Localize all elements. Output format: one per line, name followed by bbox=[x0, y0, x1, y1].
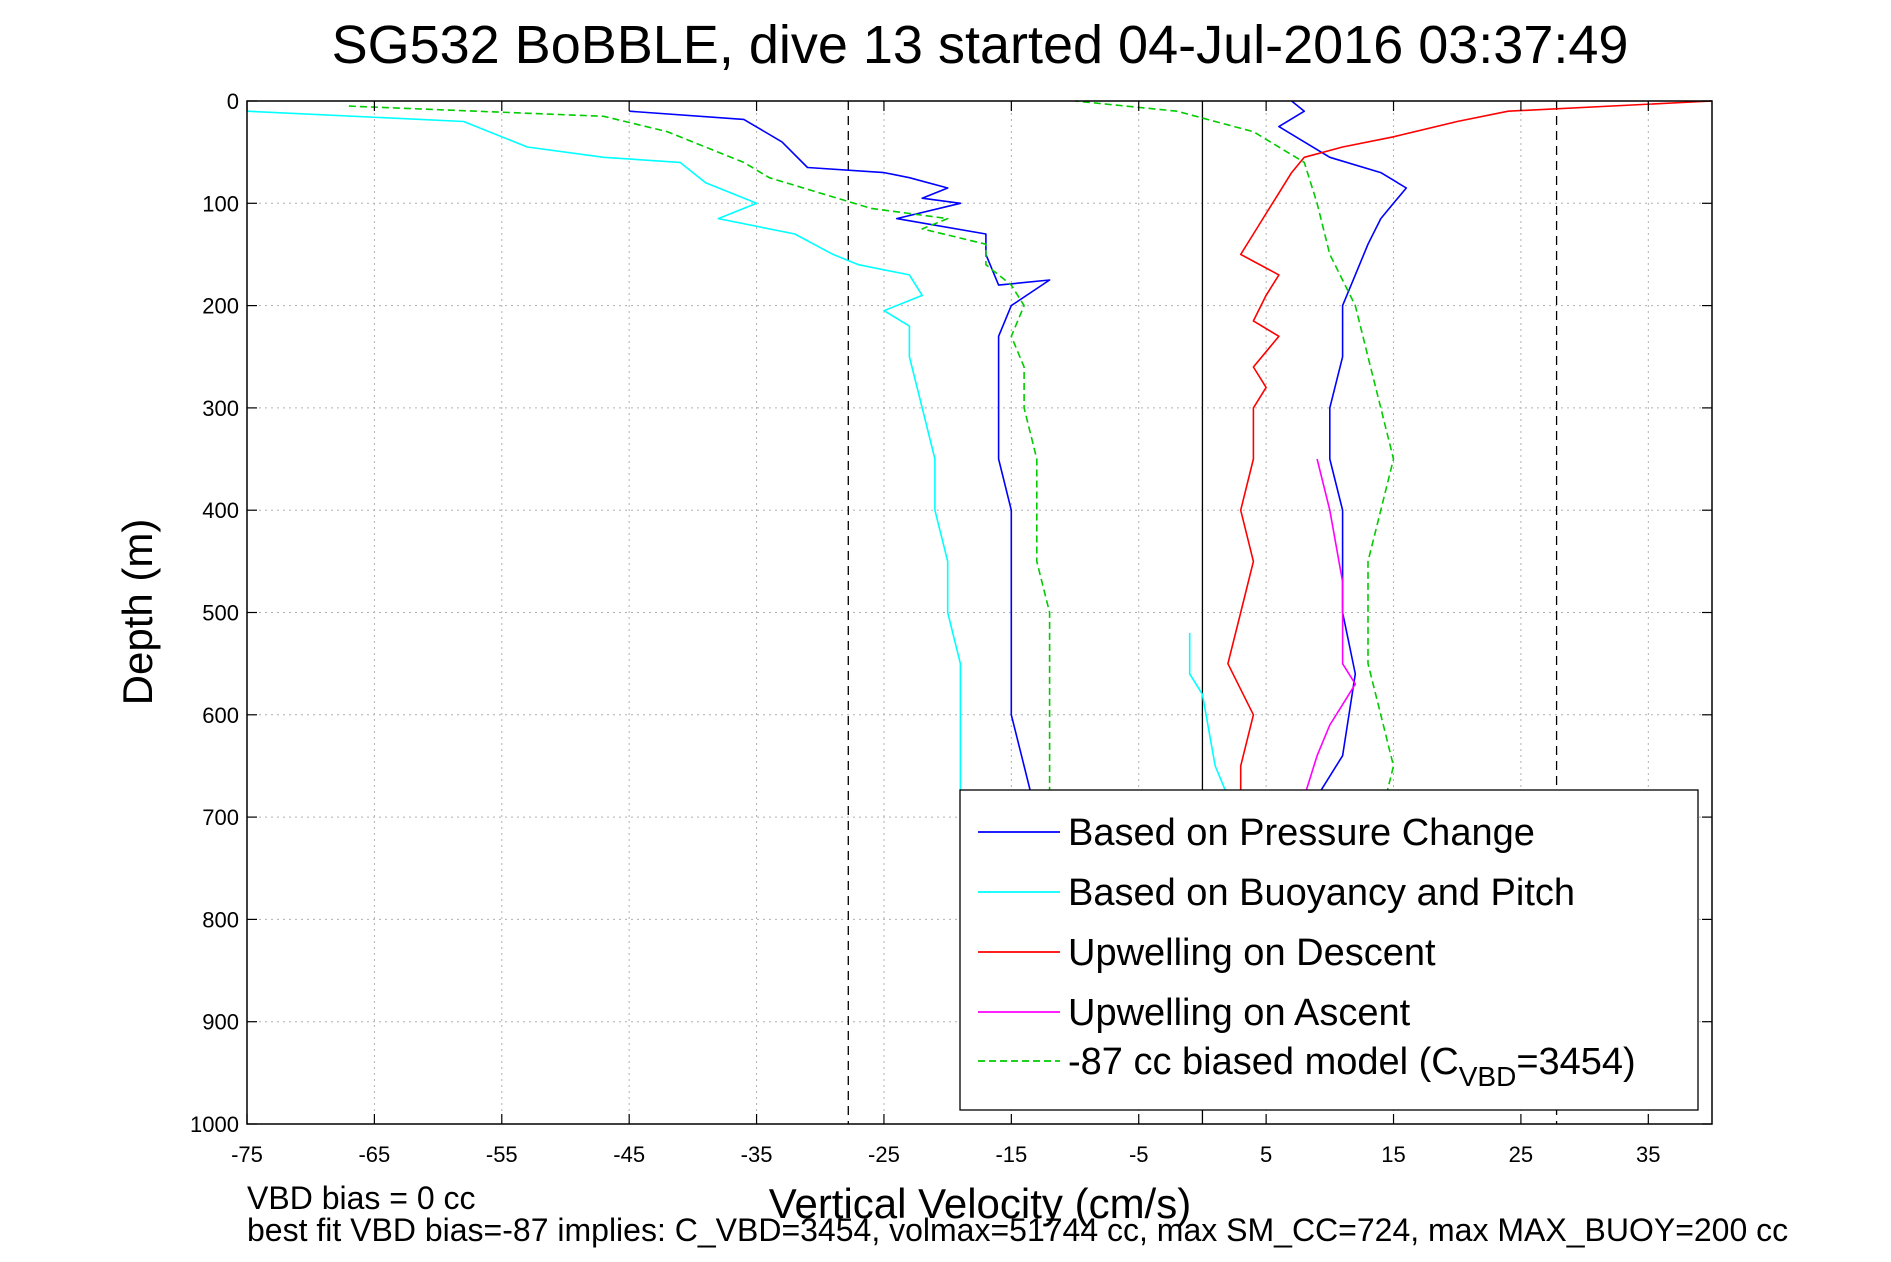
series-line-4 bbox=[1303, 458, 1357, 797]
legend: Based on Pressure Change Based on Buoyanc… bbox=[959, 789, 1699, 1111]
y-tick-label: 300 bbox=[202, 396, 239, 421]
y-tick-label: 0 bbox=[227, 89, 239, 114]
y-axis-label: Depth (m) bbox=[114, 519, 161, 706]
y-tick-label: 200 bbox=[202, 294, 239, 319]
legend-label: Upwelling on Ascent bbox=[1068, 992, 1411, 1034]
y-tick-label: 700 bbox=[202, 805, 239, 830]
legend-label: Based on Buoyancy and Pitch bbox=[1068, 872, 1575, 914]
legend-box bbox=[959, 789, 1699, 1111]
best-fit-text: best fit VBD bias=-87 implies: C_VBD=345… bbox=[247, 1212, 1789, 1248]
x-tick-label: -55 bbox=[486, 1142, 518, 1167]
y-tick-label: 900 bbox=[202, 1010, 239, 1035]
y-tick-label: 100 bbox=[202, 191, 239, 216]
x-tick-label: -5 bbox=[1129, 1142, 1149, 1167]
x-tick-label: 5 bbox=[1260, 1142, 1272, 1167]
legend-label: Upwelling on Descent bbox=[1068, 932, 1436, 974]
x-tick-label: 15 bbox=[1381, 1142, 1405, 1167]
y-tick-label: 400 bbox=[202, 498, 239, 523]
x-tick-label: -25 bbox=[868, 1142, 900, 1167]
x-tick-label: -65 bbox=[358, 1142, 390, 1167]
chart-title: SG532 BoBBLE, dive 13 started 04-Jul-201… bbox=[332, 15, 1629, 75]
legend-label: Based on Pressure Change bbox=[1068, 812, 1535, 854]
x-tick-label: 25 bbox=[1509, 1142, 1533, 1167]
x-tick-label: -15 bbox=[995, 1142, 1027, 1167]
x-tick-label: -75 bbox=[231, 1142, 263, 1167]
y-tick-label: 500 bbox=[202, 601, 239, 626]
x-tick-label: 35 bbox=[1636, 1142, 1660, 1167]
y-tick-label: 1000 bbox=[190, 1112, 239, 1137]
x-axis-label: Vertical Velocity (cm/s) bbox=[769, 1180, 1191, 1227]
axis-ticks: -75 -65 -55 -45 -35 -25 -15 -5 5 15 25 350100200300… bbox=[190, 89, 1712, 1167]
vbd-bias-text: VBD bias = 0 cc bbox=[247, 1180, 476, 1216]
series-line-3 bbox=[1227, 100, 1713, 869]
x-tick-label: -35 bbox=[741, 1142, 773, 1167]
y-tick-label: 600 bbox=[202, 703, 239, 728]
y-tick-label: 800 bbox=[202, 907, 239, 932]
x-tick-label: -45 bbox=[613, 1142, 645, 1167]
